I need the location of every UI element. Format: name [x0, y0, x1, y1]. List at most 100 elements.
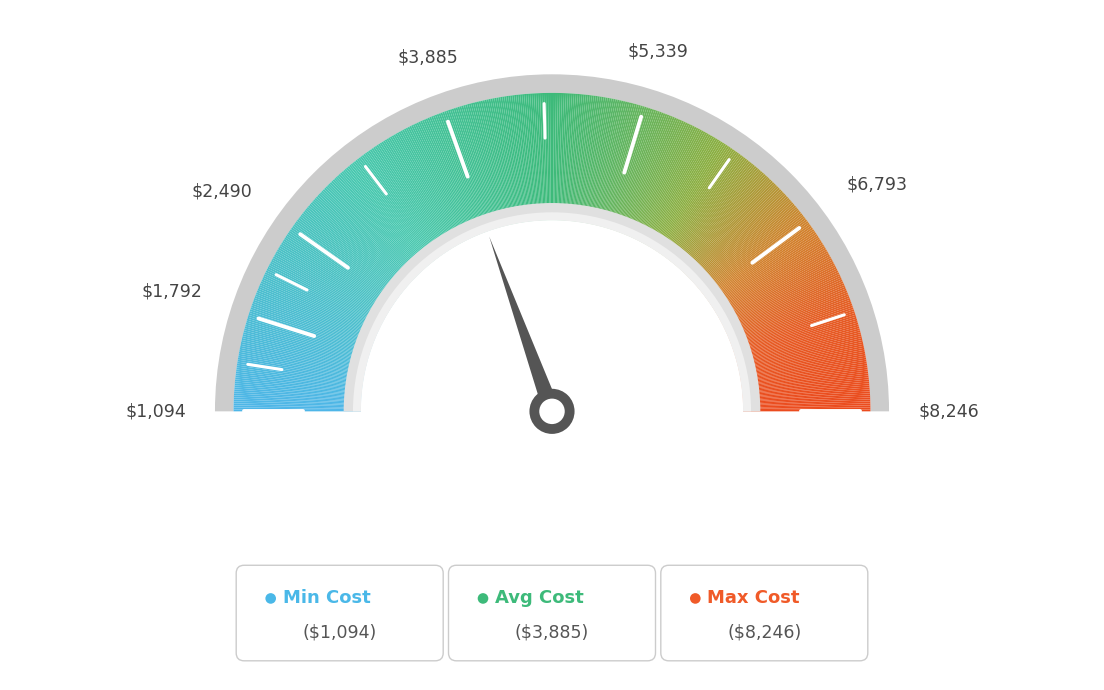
Wedge shape: [368, 150, 443, 255]
Wedge shape: [415, 124, 470, 239]
Wedge shape: [699, 208, 798, 290]
Wedge shape: [436, 114, 484, 233]
Wedge shape: [742, 369, 868, 387]
Wedge shape: [253, 302, 373, 346]
Wedge shape: [295, 223, 399, 299]
Wedge shape: [614, 110, 656, 230]
Wedge shape: [340, 172, 426, 269]
Wedge shape: [386, 138, 454, 248]
Wedge shape: [259, 283, 378, 335]
Wedge shape: [741, 366, 868, 385]
Wedge shape: [317, 195, 412, 282]
Wedge shape: [606, 106, 645, 228]
Wedge shape: [301, 213, 403, 293]
Wedge shape: [427, 117, 478, 235]
Circle shape: [265, 593, 276, 604]
Wedge shape: [656, 144, 726, 251]
Wedge shape: [555, 93, 560, 220]
Wedge shape: [622, 115, 669, 234]
Wedge shape: [667, 157, 745, 259]
Wedge shape: [309, 204, 407, 288]
Wedge shape: [718, 251, 828, 316]
Wedge shape: [742, 384, 869, 396]
Wedge shape: [644, 132, 708, 244]
Wedge shape: [363, 154, 439, 257]
Wedge shape: [540, 93, 546, 220]
Wedge shape: [562, 93, 570, 221]
Wedge shape: [672, 165, 755, 264]
Wedge shape: [726, 279, 842, 333]
Wedge shape: [492, 98, 518, 224]
Wedge shape: [234, 397, 361, 404]
Wedge shape: [422, 120, 475, 237]
Wedge shape: [542, 93, 548, 220]
Wedge shape: [420, 121, 474, 237]
Wedge shape: [643, 131, 705, 244]
Wedge shape: [613, 109, 655, 230]
Wedge shape: [633, 122, 688, 239]
Wedge shape: [234, 389, 361, 400]
Wedge shape: [718, 253, 829, 317]
Wedge shape: [691, 193, 786, 282]
Wedge shape: [242, 338, 367, 368]
Wedge shape: [608, 107, 648, 229]
Wedge shape: [473, 102, 506, 226]
Wedge shape: [678, 171, 763, 268]
Wedge shape: [355, 159, 435, 261]
Wedge shape: [396, 132, 460, 244]
Wedge shape: [464, 105, 500, 228]
Wedge shape: [668, 159, 747, 260]
Wedge shape: [235, 382, 362, 395]
Wedge shape: [454, 108, 495, 230]
Wedge shape: [593, 100, 622, 225]
Wedge shape: [348, 166, 431, 265]
Wedge shape: [582, 97, 604, 223]
Wedge shape: [327, 185, 417, 276]
Wedge shape: [743, 409, 870, 411]
Wedge shape: [692, 195, 787, 282]
Wedge shape: [741, 357, 867, 380]
Wedge shape: [371, 148, 445, 254]
Wedge shape: [431, 116, 480, 235]
Wedge shape: [289, 229, 395, 303]
Wedge shape: [256, 290, 375, 340]
Wedge shape: [475, 102, 507, 226]
Wedge shape: [713, 239, 821, 309]
Wedge shape: [741, 359, 867, 382]
Wedge shape: [264, 274, 380, 330]
Wedge shape: [418, 121, 473, 238]
Wedge shape: [256, 293, 374, 341]
Wedge shape: [572, 95, 588, 221]
Wedge shape: [520, 95, 534, 221]
Wedge shape: [332, 179, 422, 273]
Wedge shape: [378, 144, 448, 251]
Wedge shape: [526, 94, 538, 221]
Wedge shape: [370, 149, 444, 255]
Wedge shape: [532, 93, 541, 221]
Wedge shape: [647, 135, 712, 246]
Wedge shape: [488, 99, 516, 224]
Wedge shape: [552, 93, 554, 220]
Wedge shape: [235, 375, 362, 391]
Wedge shape: [729, 290, 848, 340]
Wedge shape: [707, 224, 810, 300]
Wedge shape: [735, 322, 859, 359]
Wedge shape: [627, 118, 679, 236]
Wedge shape: [716, 249, 827, 315]
Wedge shape: [731, 298, 850, 344]
Wedge shape: [318, 193, 413, 282]
Wedge shape: [728, 285, 845, 337]
Wedge shape: [429, 117, 479, 235]
Wedge shape: [578, 96, 598, 222]
Wedge shape: [654, 141, 723, 250]
Wedge shape: [459, 106, 498, 228]
Wedge shape: [618, 112, 664, 233]
Wedge shape: [742, 382, 869, 395]
Wedge shape: [411, 125, 468, 240]
Wedge shape: [623, 115, 671, 234]
Wedge shape: [732, 304, 852, 348]
Wedge shape: [712, 237, 820, 308]
Wedge shape: [624, 116, 673, 235]
Wedge shape: [616, 111, 660, 232]
Wedge shape: [737, 338, 862, 368]
